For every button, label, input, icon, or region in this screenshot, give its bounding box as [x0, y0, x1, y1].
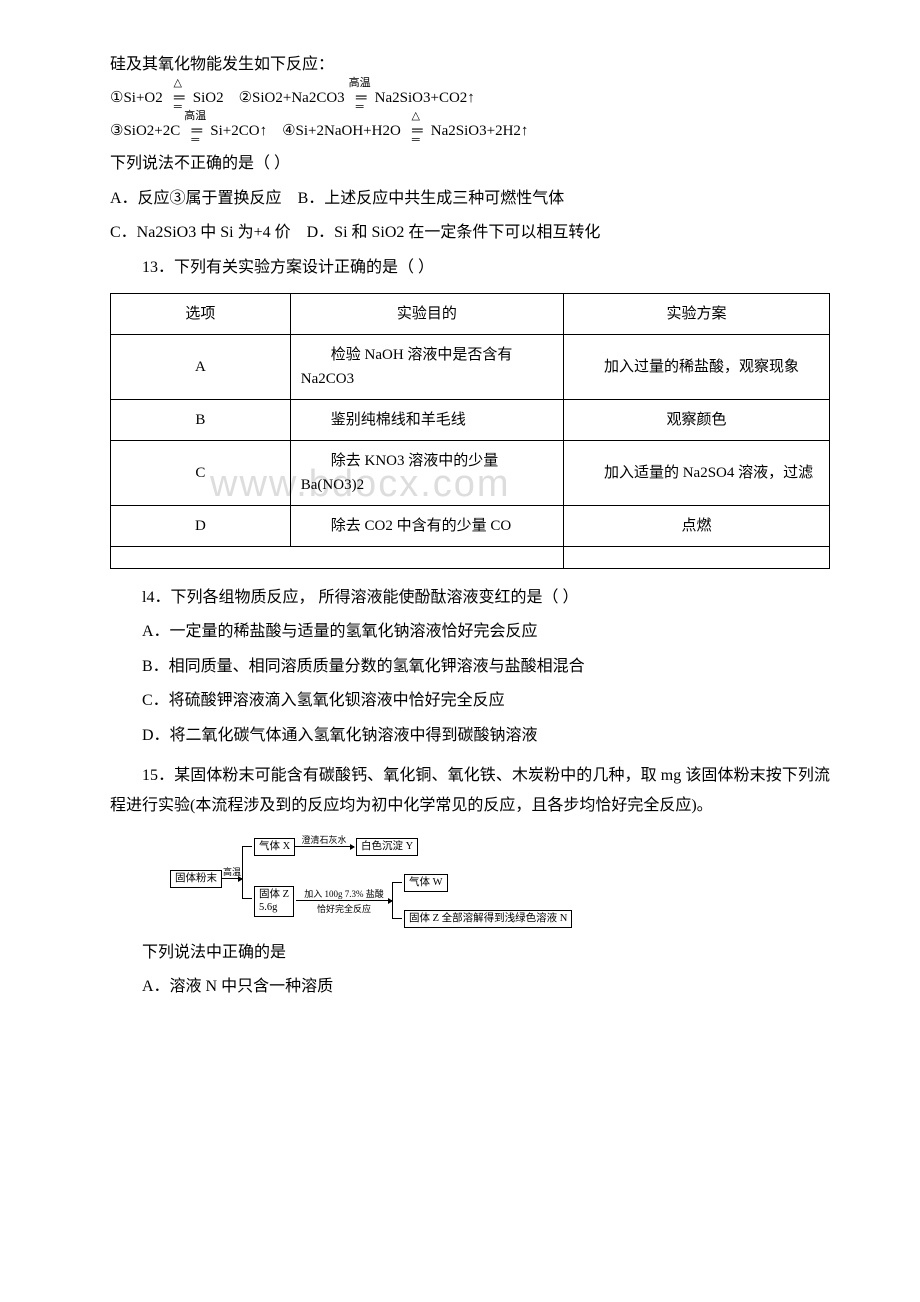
header-opt: 选项: [111, 293, 291, 334]
q13-table: 选项 实验目的 实验方案 A 检验 NaOH 溶液中是否含有 Na2CO3 加入…: [110, 293, 830, 569]
table-row: A 检验 NaOH 溶液中是否含有 Na2CO3 加入过量的稀盐酸，观察现象: [111, 334, 830, 399]
eq3-left: ③SiO2+2C: [110, 123, 180, 139]
eq3-cond: 高温: [184, 106, 206, 127]
eq4-left: ④Si+2NaOH+H2O: [282, 123, 401, 139]
flow-solid-powder: 固体粉末: [170, 870, 222, 889]
row-d-opt: D: [111, 505, 291, 546]
header-purpose: 实验目的: [290, 293, 563, 334]
eq3-sign: 高温═: [180, 117, 210, 146]
table-blank-row: [111, 546, 830, 568]
flow-solid-z-l1: 固体 Z: [259, 889, 289, 900]
row-d-plan: 点燃: [563, 505, 829, 546]
q14-opt-d: D．将二氧化碳气体通入氢氧化钠溶液中得到碳酸钠溶液: [110, 721, 830, 751]
eq3-right: Si+2CO↑: [210, 123, 267, 139]
q12-question: 下列说法不正确的是（ ）: [110, 149, 830, 179]
row-a-opt: A: [111, 334, 291, 399]
eq2-sign: 高温═: [345, 84, 375, 113]
q12-opt-c: C．Na2SiO3 中 Si 为+4 价: [110, 224, 291, 241]
q15-tail: 下列说法中正确的是: [110, 938, 830, 968]
table-header-row: 选项 实验目的 实验方案: [111, 293, 830, 334]
flow-bracket-bot: [242, 898, 252, 899]
row-a-purpose: 检验 NaOH 溶液中是否含有 Na2CO3: [290, 334, 563, 399]
q14-opt-b: B．相同质量、相同溶质质量分数的氢氧化钾溶液与盐酸相混合: [110, 652, 830, 682]
row-d-purpose: 除去 CO2 中含有的少量 CO: [290, 505, 563, 546]
row-b-plan: 观察颜色: [563, 399, 829, 440]
flow-gas-w: 气体 W: [404, 874, 448, 893]
q12-opts-ab: A．反应③属于置换反应 B．上述反应中共生成三种可燃性气体: [110, 184, 830, 214]
eq1-cond: △: [174, 73, 182, 94]
flow-label-hcl-bot: 恰好完全反应: [317, 903, 371, 916]
flow-solid-z: 固体 Z 5.6g: [254, 886, 294, 917]
flow-gas-x: 气体 X: [254, 838, 295, 857]
q12-eq-line1: ①Si+O2△═SiO2 ②SiO2+Na2CO3高温═Na2SiO3+CO2↑: [110, 84, 830, 113]
q15-stem: 15．某固体粉末可能含有碳酸钙、氧化铜、氧化铁、木炭粉中的几种，取 mg 该固体…: [110, 761, 830, 822]
table-row: C 除去 KNO3 溶液中的少量 Ba(NO3)2 加入适量的 Na2SO4 溶…: [111, 440, 830, 505]
q15-opt-a: A．溶液 N 中只含一种溶质: [110, 972, 830, 1002]
eq4-cond: △: [412, 106, 420, 127]
flow-result: 固体 Z 全部溶解得到浅绿色溶液 N: [404, 910, 572, 929]
q12-intro: 硅及其氧化物能发生如下反应：: [110, 50, 830, 80]
flow-bracket-top: [242, 846, 252, 847]
eq2-cond: 高温: [349, 73, 371, 94]
flow-label-lime: 澄清石灰水: [301, 834, 346, 847]
q12-opt-d: D．Si 和 SiO2 在一定条件下可以相互转化: [307, 224, 601, 241]
table-row: B 鉴别纯棉线和羊毛线 观察颜色: [111, 399, 830, 440]
eq4-sign: △═: [401, 117, 431, 146]
flow-white-precip: 白色沉淀 Y: [356, 838, 418, 857]
q15-flowchart: 固体粉末 高温 气体 X 澄清石灰水 白色沉淀 Y 固体 Z 5.6g 加入 1…: [170, 834, 830, 926]
q12-opt-b: B．上述反应中共生成三种可燃性气体: [298, 190, 565, 207]
eq1-right: SiO2: [193, 90, 224, 106]
flow-bracket: [242, 846, 243, 898]
flow-solid-z-l2: 5.6g: [259, 902, 277, 913]
eq4-right: Na2SiO3+2H2↑: [431, 123, 529, 139]
table-row: D 除去 CO2 中含有的少量 CO 点燃: [111, 505, 830, 546]
flow-bracket2: [392, 882, 393, 918]
row-c-plan: 加入适量的 Na2SO4 溶液，过滤: [563, 440, 829, 505]
header-plan: 实验方案: [563, 293, 829, 334]
eq2-right: Na2SiO3+CO2↑: [375, 90, 475, 106]
flow-arrow-lime: 澄清石灰水: [294, 846, 354, 847]
flow-bracket2-bot: [392, 918, 402, 919]
q12-opts-cd: C．Na2SiO3 中 Si 为+4 价 D．Si 和 SiO2 在一定条件下可…: [110, 218, 830, 248]
row-c-opt: C: [111, 440, 291, 505]
flow-bracket2-top: [392, 882, 402, 883]
row-b-purpose: 鉴别纯棉线和羊毛线: [290, 399, 563, 440]
flow-arrow-hcl: 加入 100g 7.3% 盐酸 恰好完全反应: [296, 900, 392, 901]
flow-label-hcl-top: 加入 100g 7.3% 盐酸: [304, 888, 384, 901]
q13-stem: 13．下列有关实验方案设计正确的是（ ）: [110, 253, 830, 283]
q14-opt-a: A．一定量的稀盐酸与适量的氢氧化钠溶液恰好完会反应: [110, 617, 830, 647]
row-a-plan: 加入过量的稀盐酸，观察现象: [563, 334, 829, 399]
flow-label-hightemp: 高温: [223, 866, 241, 879]
flow-arrow-hightemp: 高温: [222, 878, 242, 879]
row-c-purpose: 除去 KNO3 溶液中的少量 Ba(NO3)2: [290, 440, 563, 505]
q12-opt-a: A．反应③属于置换反应: [110, 190, 282, 207]
eq2-left: ②SiO2+Na2CO3: [239, 90, 345, 106]
eq1-left: ①Si+O2: [110, 90, 163, 106]
q12-eq-line2: ③SiO2+2C高温═Si+2CO↑ ④Si+2NaOH+H2O△═Na2SiO…: [110, 117, 830, 146]
q14-opt-c: C．将硫酸钾溶液滴入氢氧化钡溶液中恰好完全反应: [110, 686, 830, 716]
row-b-opt: B: [111, 399, 291, 440]
q14-stem: l4．下列各组物质反应， 所得溶液能使酚酞溶液变红的是（ ）: [110, 583, 830, 613]
